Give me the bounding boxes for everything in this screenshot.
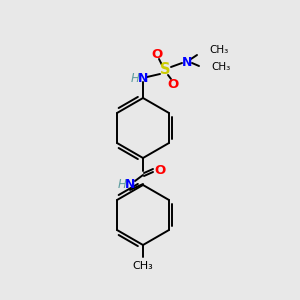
Text: CH₃: CH₃	[211, 62, 230, 72]
Text: N: N	[125, 178, 135, 191]
Text: N: N	[138, 73, 148, 85]
Text: H: H	[118, 178, 126, 191]
Text: N: N	[182, 56, 192, 68]
Text: CH₃: CH₃	[133, 261, 153, 271]
Text: O: O	[152, 47, 163, 61]
Text: O: O	[167, 77, 178, 91]
Text: H: H	[130, 73, 140, 85]
Text: CH₃: CH₃	[209, 45, 228, 55]
Text: S: S	[160, 62, 170, 77]
Text: O: O	[154, 164, 166, 176]
